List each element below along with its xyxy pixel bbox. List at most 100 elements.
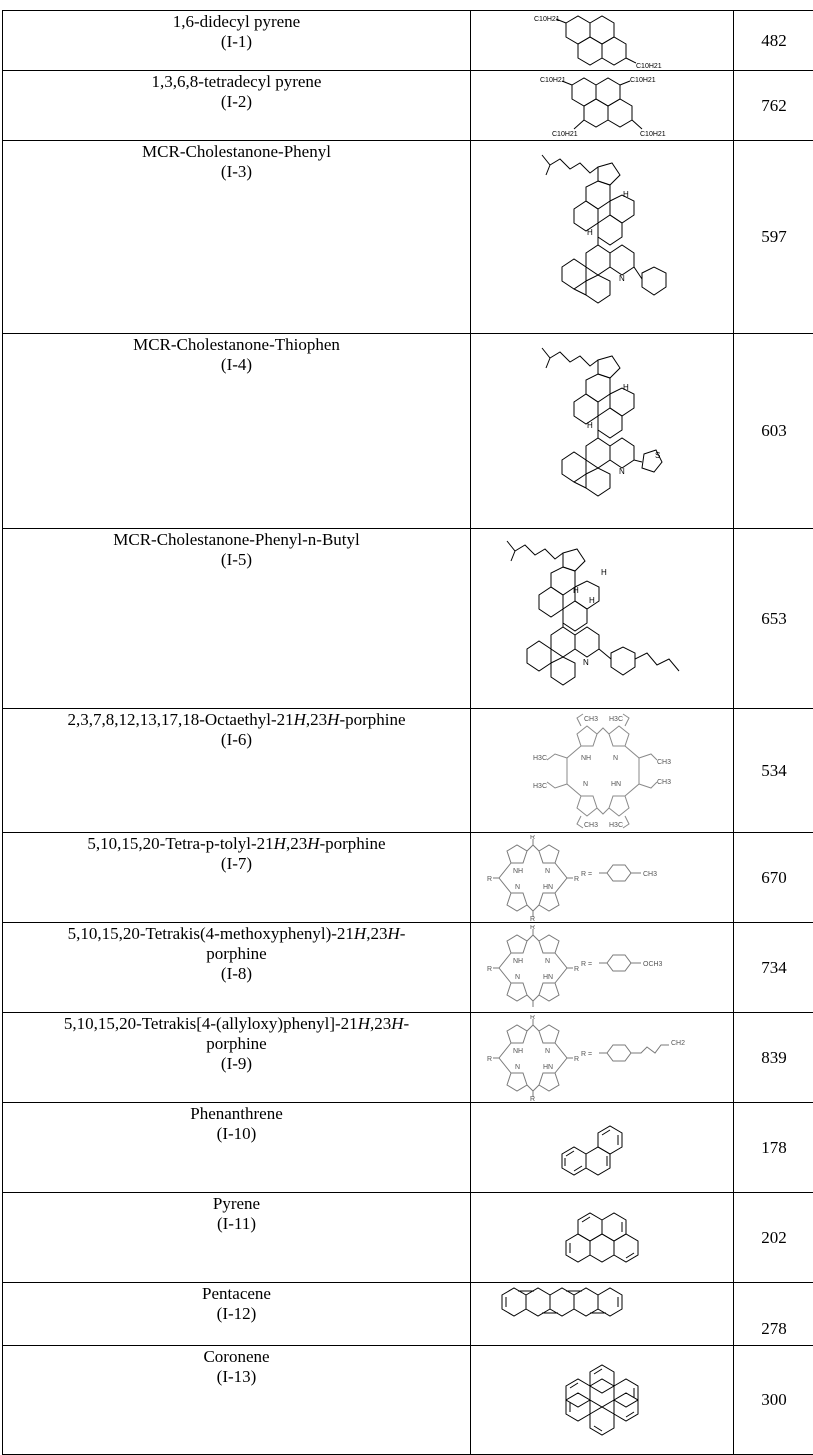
- table-row: 5,10,15,20-Tetrakis[4-(allyloxy)phenyl]-…: [3, 1013, 813, 1103]
- ch3-label: CH3: [584, 822, 598, 829]
- r-equals-label: R =: [581, 961, 592, 968]
- cholestanone-phenyl-structure: H H N: [502, 143, 702, 331]
- molecular-weight: 762: [734, 71, 813, 141]
- compound-name-cell: 5,10,15,20-Tetra-p-tolyl-21H,23H-porphin…: [3, 833, 471, 923]
- hydrogen-label: H: [573, 586, 579, 595]
- compound-id: (I-13): [3, 1367, 470, 1387]
- nitrogen-label: N: [619, 274, 625, 283]
- hn-label: HN: [543, 974, 553, 981]
- compound-name: Coronene: [3, 1347, 470, 1367]
- nitrogen-label: N: [545, 958, 550, 965]
- compound-id: (I-5): [3, 550, 470, 570]
- r-label: R: [574, 1056, 579, 1063]
- compound-name-cell: MCR-Cholestanone-Phenyl-n-Butyl (I-5): [3, 529, 471, 709]
- compound-name: Pentacene: [3, 1284, 470, 1304]
- c10h21-label: C10H21: [552, 131, 578, 138]
- ch3-label: CH3: [657, 759, 671, 766]
- hydrogen-label: H: [623, 383, 629, 392]
- hydrogen-label: H: [587, 421, 593, 430]
- phenanthrene-structure: [532, 1106, 672, 1190]
- table-row: Phenanthrene (I-10): [3, 1103, 813, 1193]
- tetra-tolyl-porphine-structure: R R R R NH N N HN R = CH3: [477, 835, 727, 921]
- r-label: R: [487, 966, 492, 973]
- nitrogen-label: N: [515, 884, 520, 891]
- compound-name: Phenanthrene: [3, 1104, 470, 1124]
- compound-id: (I-3): [3, 162, 470, 182]
- nitrogen-label: N: [613, 755, 618, 762]
- hydrogen-label: H: [587, 228, 593, 237]
- nh-label: NH: [581, 755, 591, 762]
- octaethyl-porphine-structure: CH3 H3C H3C CH3 H3C CH3 CH3 H3C NH N N H…: [497, 712, 707, 830]
- structure-cell: CH3 H3C H3C CH3 H3C CH3 CH3 H3C NH N N H…: [471, 709, 734, 833]
- compound-name-cell: Coronene (I-13): [3, 1346, 471, 1455]
- compound-name: 5,10,15,20-Tetrakis[4-(allyloxy)phenyl]-…: [3, 1014, 470, 1034]
- compound-table: 1,6-didecyl pyrene (I-1) C10H21 C10H21: [2, 10, 813, 1455]
- structure-cell: C10H21 C10H21 C10H21 C10H21: [471, 71, 734, 141]
- compound-name-line2: porphine: [3, 944, 470, 964]
- compound-name-line2: porphine: [3, 1034, 470, 1054]
- compound-name-cell: 1,6-didecyl pyrene (I-1): [3, 11, 471, 71]
- compound-id: (I-11): [3, 1214, 470, 1234]
- molecular-weight: 603: [734, 334, 813, 529]
- table-row: 5,10,15,20-Tetrakis(4-methoxyphenyl)-21H…: [3, 923, 813, 1013]
- compound-id: (I-2): [3, 92, 470, 112]
- compound-name-cell: Pyrene (I-11): [3, 1193, 471, 1283]
- r-label: R: [487, 1056, 492, 1063]
- molecular-weight: 202: [734, 1193, 813, 1283]
- compound-name: MCR-Cholestanone-Phenyl: [3, 142, 470, 162]
- compound-name: Pyrene: [3, 1194, 470, 1214]
- didecyl-pyrene-structure: C10H21 C10H21: [512, 13, 692, 69]
- h3c-label: H3C: [609, 822, 623, 829]
- c10h21-label: C10H21: [636, 63, 662, 69]
- structure-cell: [471, 1346, 734, 1455]
- compound-id: (I-7): [3, 854, 470, 874]
- methoxyphenyl-porphine-structure: R R R NH N N HN R = OCH3: [477, 925, 727, 1011]
- compound-id: (I-9): [3, 1054, 470, 1074]
- structure-cell: [471, 1283, 734, 1346]
- table-row: 2,3,7,8,12,13,17,18-Octaethyl-21H,23H-po…: [3, 709, 813, 833]
- r-label: R: [530, 1096, 535, 1101]
- r-label: R: [530, 916, 535, 921]
- compound-name-cell: 1,3,6,8-tetradecyl pyrene (I-2): [3, 71, 471, 141]
- table-row: MCR-Cholestanone-Phenyl (I-3): [3, 141, 813, 334]
- hydrogen-label: H: [623, 190, 629, 199]
- hydrogen-label: H: [589, 596, 595, 605]
- structure-cell: R R R NH N N HN R = OCH3: [471, 923, 734, 1013]
- hn-label: HN: [543, 884, 553, 891]
- nitrogen-label: N: [545, 1048, 550, 1055]
- nitrogen-label: N: [515, 1064, 520, 1071]
- molecular-weight: 178: [734, 1103, 813, 1193]
- molecular-weight: 278: [734, 1283, 813, 1346]
- c10h21-label: C10H21: [630, 77, 656, 84]
- r-label: R: [574, 876, 579, 883]
- coronene-structure: [532, 1348, 672, 1452]
- c10h21-label: C10H21: [540, 77, 566, 84]
- structure-cell: R R R R NH N N HN R = CH3: [471, 833, 734, 923]
- sulfur-label: S: [655, 451, 660, 460]
- ch2-label: CH2: [671, 1040, 685, 1047]
- structure-cell: [471, 1103, 734, 1193]
- cholestanone-thiophen-structure: H H N S: [502, 336, 702, 526]
- h3c-label: H3C: [533, 755, 547, 762]
- ch3-label: CH3: [643, 871, 657, 878]
- molecular-weight: 734: [734, 923, 813, 1013]
- compound-name: 1,6-didecyl pyrene: [3, 12, 470, 32]
- nitrogen-label: N: [619, 467, 625, 476]
- r-label: R: [530, 835, 535, 841]
- hydrogen-label: H: [601, 568, 607, 577]
- h3c-label: H3C: [533, 783, 547, 790]
- structure-cell: H H N: [471, 141, 734, 334]
- molecular-weight: 839: [734, 1013, 813, 1103]
- hn-label: HN: [611, 781, 621, 788]
- compound-name-cell: 5,10,15,20-Tetrakis[4-(allyloxy)phenyl]-…: [3, 1013, 471, 1103]
- cropped-title-strip: [0, 0, 813, 10]
- structure-cell: H H H N: [471, 529, 734, 709]
- pyrene-structure: [532, 1196, 672, 1280]
- structure-cell: [471, 1193, 734, 1283]
- molecular-weight: 300: [734, 1346, 813, 1455]
- structure-cell: C10H21 C10H21: [471, 11, 734, 71]
- h3c-label: H3C: [609, 716, 623, 723]
- compound-name-cell: MCR-Cholestanone-Phenyl (I-3): [3, 141, 471, 334]
- cholestanone-phenyl-butyl-structure: H H H N: [477, 531, 727, 707]
- r-label: R: [530, 1015, 535, 1021]
